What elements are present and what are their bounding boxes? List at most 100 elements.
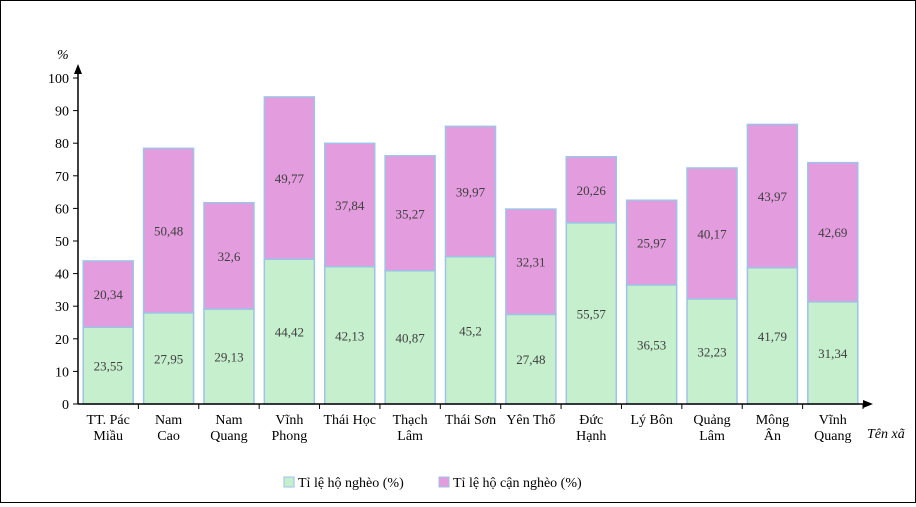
y-tick-label: 50: [55, 235, 69, 250]
axes-layer: [74, 64, 873, 408]
legend-label-poor: Tỉ lệ hộ nghèo (%): [298, 476, 404, 491]
data-label: 27,48: [516, 352, 545, 367]
y-tick-label: 70: [55, 170, 69, 185]
data-label: 37,84: [335, 198, 365, 213]
y-tick-label: 10: [55, 365, 69, 380]
bar-near-poor-households: [807, 161, 859, 303]
x-category-label-line: Hạnh: [576, 429, 606, 444]
bar-near-poor-households: [444, 125, 497, 258]
data-label: 32,23: [697, 344, 726, 359]
data-label: 49,77: [275, 171, 305, 186]
data-label: 40,87: [395, 330, 425, 345]
legend-label-near-poor: Tỉ lệ hộ cận nghèo (%): [453, 476, 582, 491]
data-label: 43,97: [758, 189, 788, 204]
x-category-label: Đức Hạnh: [576, 413, 606, 444]
bar-near-poor-households: [384, 155, 436, 272]
x-category-label: Quảng Lâm: [693, 413, 730, 444]
bar-near-poor-households: [686, 167, 738, 300]
bar-near-poor-households: [142, 147, 195, 314]
x-category-label: Vĩnh Quang: [814, 413, 851, 444]
y-ticks: 0 10 20 30 40 50 60 70 80 90 100: [48, 72, 78, 413]
bar-near-poor-households: [323, 142, 376, 268]
x-category-label: TT. Pác Miầu: [87, 413, 130, 444]
bar-near-poor-households: [203, 202, 255, 310]
x-category-label-line: Miầu: [93, 429, 123, 444]
x-category-label: Thái Sơn: [445, 413, 496, 428]
data-label: 27,95: [154, 351, 183, 366]
x-category-label: Thạch Lâm: [393, 413, 428, 444]
y-axis-title: %: [57, 48, 69, 63]
x-category-label-line: Quang: [814, 429, 851, 444]
x-category-label: Mông Ân: [756, 413, 789, 444]
y-axis-arrow: [74, 64, 82, 74]
x-category-label-line: Nam: [215, 413, 242, 428]
bar-poor-households: [565, 222, 618, 405]
y-tick-label: 20: [55, 333, 69, 348]
x-category-label-line: TT. Pác: [87, 413, 130, 428]
x-category-label-line: Lâm: [699, 429, 725, 444]
x-category-label: Nam Quang: [210, 413, 247, 444]
bar-poor-households: [384, 270, 436, 405]
legend: Tỉ lệ hộ nghèo (%) Tỉ lệ hộ cận nghèo (%): [283, 476, 582, 491]
bar-poor-households: [746, 267, 799, 405]
x-axis-title: Tên xã: [867, 427, 905, 442]
x-category-label-line: Yên Thổ: [506, 413, 555, 428]
x-category-label-line: Quảng: [693, 413, 730, 428]
x-category-label-line: Vĩnh: [819, 413, 847, 428]
legend-swatch-poor: [283, 476, 295, 488]
data-label: 29,13: [214, 350, 243, 365]
data-label: 25,97: [637, 236, 667, 251]
x-category-label: Nam Cao: [155, 413, 182, 444]
data-labels: 23,55 20,34 27,95 50,48 29,13 32,6 44,42 49,77 4…: [94, 171, 848, 374]
x-category-label: Lý Bôn: [630, 413, 672, 428]
x-category-label-line: Thái Sơn: [445, 413, 496, 428]
y-tick-label: 100: [48, 72, 69, 87]
y-tick-label: 0: [62, 398, 69, 413]
bar-near-poor-households: [505, 208, 557, 316]
bar-near-poor-households: [746, 123, 799, 269]
x-category-label-line: Ân: [764, 427, 781, 444]
data-label: 32,31: [516, 255, 545, 270]
y-tick-label: 80: [55, 137, 69, 152]
legend-swatch-near-poor: [438, 476, 450, 488]
x-category-label: Vĩnh Phong: [271, 413, 307, 444]
x-category-label-line: Cao: [157, 429, 180, 444]
data-label: 42,13: [335, 328, 364, 343]
x-category-label-line: Thạch: [393, 413, 428, 428]
data-label: 39,97: [456, 184, 486, 199]
x-category-label-line: Nam: [155, 413, 182, 428]
x-category-label-line: Quang: [210, 429, 247, 444]
bar-near-poor-households: [82, 260, 134, 328]
data-label: 36,53: [637, 337, 666, 352]
bars-layer: [82, 96, 859, 405]
x-category-label-line: Vĩnh: [275, 413, 303, 428]
data-label: 31,34: [818, 346, 848, 361]
data-label: 41,79: [758, 329, 787, 344]
x-category-label-line: Phong: [271, 429, 307, 444]
x-category-label-line: Thái Học: [323, 413, 375, 428]
bar-poor-households: [82, 326, 134, 405]
x-category-label-line: Đức: [579, 413, 603, 428]
x-category-label-line: Mông: [756, 413, 789, 428]
bar-near-poor-households: [565, 156, 618, 224]
bar-near-poor-households: [625, 199, 678, 286]
data-label: 55,57: [577, 306, 607, 321]
y-tick-label: 60: [55, 202, 69, 217]
data-label: 44,42: [275, 325, 304, 340]
x-category-label: Yên Thổ: [506, 413, 555, 428]
y-tick-label: 30: [55, 300, 69, 315]
x-category-label-line: Lý Bôn: [630, 413, 672, 428]
y-tick-label: 40: [55, 268, 69, 283]
data-label: 35,27: [395, 206, 425, 221]
x-category-label-line: Lâm: [397, 429, 423, 444]
data-label: 20,34: [94, 287, 124, 302]
data-label: 42,69: [818, 225, 847, 240]
bar-near-poor-households: [263, 96, 316, 260]
x-category-label: Thái Học: [323, 413, 375, 428]
data-label: 45,2: [459, 323, 482, 338]
data-label: 23,55: [94, 359, 123, 374]
x-axis-arrow: [863, 400, 873, 408]
data-label: 40,17: [697, 226, 727, 241]
